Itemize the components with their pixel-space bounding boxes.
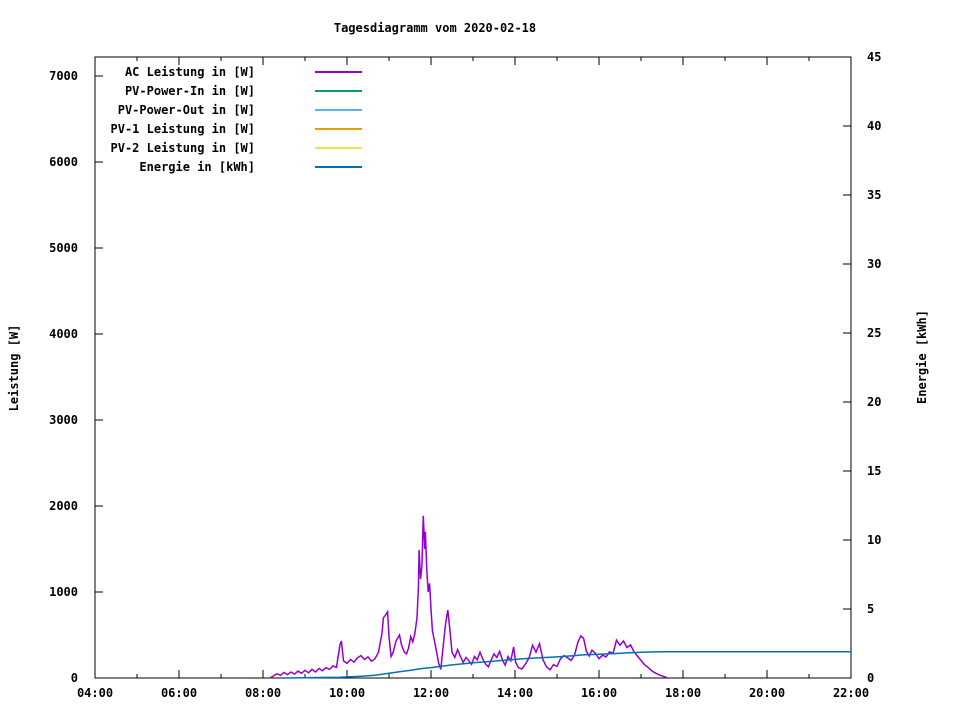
y-left-tick-label: 5000	[49, 241, 78, 255]
legend-label: PV-1 Leistung in [W]	[110, 121, 256, 136]
plot-border	[94, 56, 852, 679]
legend-line-sample	[315, 70, 362, 73]
x-tick-label: 08:00	[245, 686, 281, 700]
x-tick-label: 10:00	[329, 686, 365, 700]
legend: AC Leistung in [W] PV-Power-In in [W] PV-P…	[80, 62, 362, 176]
legend-label: PV-Power-Out in [W]	[117, 102, 255, 117]
legend-item-ac_leistung: AC Leistung in [W]	[80, 62, 362, 81]
x-tick-label: 20:00	[749, 686, 785, 700]
legend-item-pv2_leistung: PV-2 Leistung in [W]	[80, 138, 362, 157]
y-left-tick-label: 1000	[49, 585, 78, 599]
x-tick-label: 22:00	[833, 686, 869, 700]
y-left-tick-label: 3000	[49, 413, 78, 427]
x-tick-label: 06:00	[161, 686, 197, 700]
legend-item-pv_power_out: PV-Power-Out in [W]	[80, 100, 362, 119]
y-right-tick-label: 45	[867, 50, 881, 64]
legend-label: PV-2 Leistung in [W]	[110, 140, 256, 155]
x-tick-label: 18:00	[665, 686, 701, 700]
legend-label: PV-Power-In in [W]	[124, 83, 255, 98]
x-tick-label: 12:00	[413, 686, 449, 700]
y-right-tick-label: 25	[867, 326, 881, 340]
y-left-tick-label: 7000	[49, 69, 78, 83]
y-right-tick-label: 35	[867, 188, 881, 202]
energie-line	[283, 651, 851, 679]
legend-label: AC Leistung in [W]	[124, 64, 255, 79]
y-left-tick-label: 6000	[49, 155, 78, 169]
y-right-tick-label: 30	[867, 257, 881, 271]
legend-item-pv1_leistung: PV-1 Leistung in [W]	[80, 119, 362, 138]
legend-line-sample	[315, 108, 362, 111]
y-left-tick-label: 0	[71, 671, 78, 685]
y-right-tick-label: 10	[867, 533, 881, 547]
chart-title: Tagesdiagramm vom 2020-02-18	[333, 21, 537, 35]
ac_leistung-line	[269, 515, 668, 679]
legend-line-sample	[315, 146, 362, 149]
y-right-tick-label: 15	[867, 464, 881, 478]
legend-item-energie: Energie in [kWh]	[80, 157, 362, 176]
legend-line-sample	[315, 89, 362, 92]
legend-line-sample	[315, 165, 362, 168]
legend-label: Energie in [kWh]	[139, 159, 255, 174]
x-tick-label: 16:00	[581, 686, 617, 700]
legend-line-sample	[315, 127, 362, 130]
legend-item-pv_power_in: PV-Power-In in [W]	[80, 81, 362, 100]
x-tick-label: 14:00	[497, 686, 533, 700]
y-right-tick-label: 0	[867, 671, 874, 685]
y-left-tick-label: 4000	[49, 327, 78, 341]
y-right-tick-label: 20	[867, 395, 881, 409]
y-right-tick-label: 40	[867, 119, 881, 133]
y-right-tick-label: 5	[867, 602, 874, 616]
y-left-tick-label: 2000	[49, 499, 78, 513]
x-tick-label: 04:00	[77, 686, 113, 700]
